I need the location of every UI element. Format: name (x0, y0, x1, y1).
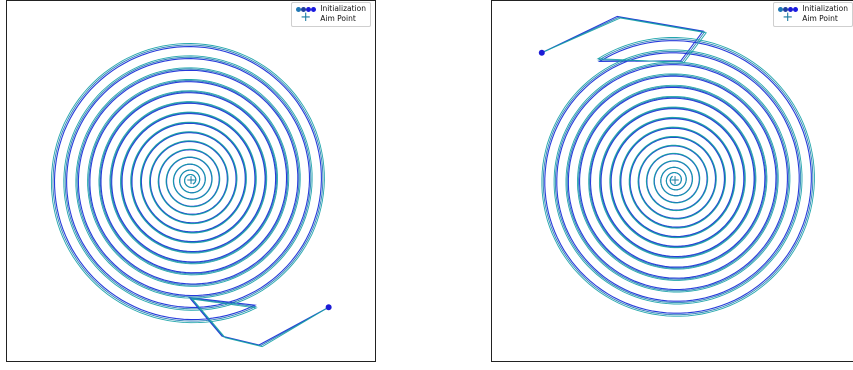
legend-label-aim-point: Aim Point (802, 14, 838, 23)
legend-label-initialization: Initialization (320, 4, 366, 13)
initialization-point (325, 304, 332, 311)
right-spiral-plot: + (538, 15, 815, 317)
initialization-point (538, 49, 545, 56)
left-legend: Initialization + Aim Point (291, 2, 371, 27)
right-plot-panel: + Initialization + Aim Point (491, 0, 853, 362)
right-legend: Initialization + Aim Point (773, 2, 853, 27)
initialization-marker-icon (778, 5, 799, 13)
legend-label-aim-point: Aim Point (320, 14, 356, 23)
aim-point-marker: + (670, 173, 680, 187)
legend-entry-initialization: Initialization (778, 4, 848, 14)
aim-point-marker-icon: + (300, 10, 312, 25)
left-spiral-plot: + (50, 43, 332, 348)
trajectory-line-3 (50, 43, 329, 348)
legend-entry-aim-point: + Aim Point (778, 10, 848, 25)
legend-entry-initialization: Initialization (296, 4, 366, 14)
legend-label-initialization: Initialization (802, 4, 848, 13)
initialization-marker-icon (296, 5, 317, 13)
legend-entry-aim-point: + Aim Point (296, 10, 366, 25)
aim-point-marker: + (186, 173, 196, 187)
trajectory-line-3 (541, 17, 815, 317)
aim-point-marker-icon: + (782, 10, 794, 25)
left-plot-panel: + Initialization + Aim Point (6, 0, 376, 362)
